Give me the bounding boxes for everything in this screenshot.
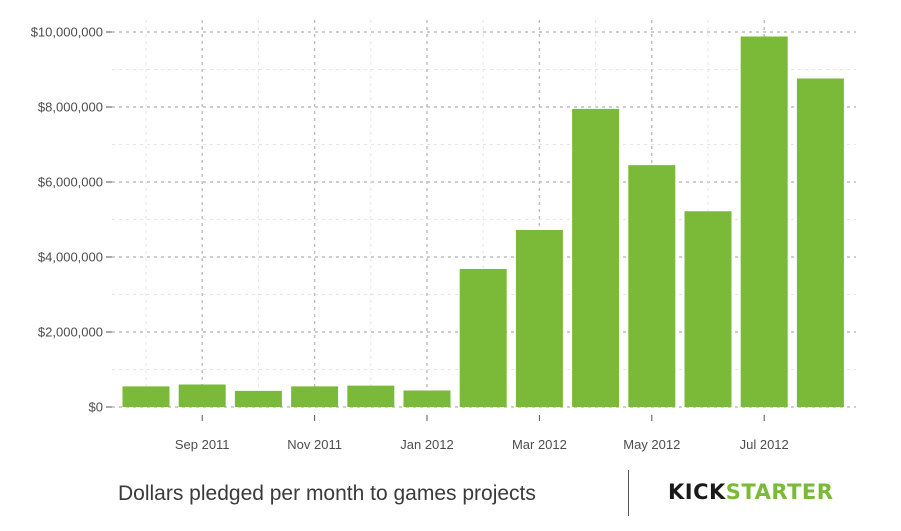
bar-jan-2012 (403, 390, 451, 407)
x-tick-label: Jan 2012 (400, 437, 454, 452)
bar-dec-2011 (347, 385, 395, 407)
chart-caption: Dollars pledged per month to games proje… (118, 482, 536, 505)
bar-feb-2012 (459, 269, 507, 407)
bar-aug-2011 (122, 386, 170, 407)
logo-kick-text: KICK (668, 480, 726, 504)
x-axis: Sep 2011 Nov 2011 Jan 2012 Mar 2012 May 2012… (175, 415, 789, 452)
y-axis: $0 $2,000,000 $4,000,000 $6,000,000 $8,000,0… (31, 25, 112, 415)
logo-starter-text: STARTER (725, 480, 834, 504)
bar-jul-2012 (740, 36, 788, 407)
bar-chart: $0 $2,000,000 $4,000,000 $6,000,000 $8,000,0… (31, 20, 856, 452)
y-tick-label: $8,000,000 (38, 100, 103, 115)
x-tick-label: Mar 2012 (512, 437, 567, 452)
bar-may-2012 (628, 165, 676, 407)
bar-jun-2012 (684, 211, 732, 407)
y-tick-label: $2,000,000 (38, 325, 103, 340)
bar-nov-2011 (291, 386, 339, 407)
bars (122, 36, 844, 407)
y-tick-label: $0 (89, 400, 103, 415)
y-tick-label: $6,000,000 (38, 175, 103, 190)
x-tick-label: May 2012 (623, 437, 680, 452)
x-tick-label: Jul 2012 (740, 437, 789, 452)
y-tick-label: $10,000,000 (31, 25, 103, 40)
bar-sep-2011 (178, 384, 226, 407)
footer-divider (628, 470, 629, 516)
bar-aug-2012 (796, 78, 844, 407)
y-tick-label: $4,000,000 (38, 250, 103, 265)
bar-mar-2012 (515, 230, 563, 407)
x-tick-label: Nov 2011 (287, 437, 342, 452)
bar-apr-2012 (572, 108, 620, 407)
bar-oct-2011 (234, 390, 282, 407)
x-tick-label: Sep 2011 (175, 437, 230, 452)
kickstarter-logo: KICKSTARTER (668, 480, 833, 504)
chart-footer: Dollars pledged per month to games proje… (0, 468, 901, 520)
